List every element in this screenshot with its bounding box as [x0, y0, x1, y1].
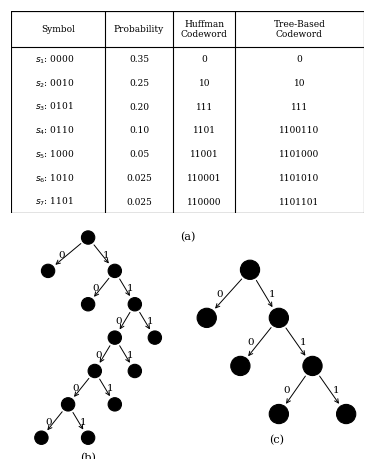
Circle shape [336, 404, 356, 424]
Text: $\hat{\mathit{s}}_{1}$: $\hat{\mathit{s}}_{1}$ [201, 310, 212, 326]
Text: $\mathit{s}_{1}$: 0000: $\mathit{s}_{1}$: 0000 [35, 53, 74, 66]
Text: $\mathit{s}_{2}$: $\mathit{s}_{2}$ [83, 299, 93, 310]
Text: Tree-Based
Codeword: Tree-Based Codeword [273, 20, 326, 39]
Text: 111: 111 [291, 102, 308, 112]
Circle shape [81, 231, 95, 245]
Text: 1: 1 [80, 417, 86, 425]
Text: 0: 0 [248, 338, 254, 347]
Circle shape [108, 265, 122, 278]
Circle shape [108, 331, 122, 345]
Text: 11001: 11001 [190, 150, 219, 159]
Circle shape [231, 357, 250, 376]
Text: 10: 10 [294, 79, 305, 88]
Text: 1: 1 [268, 290, 275, 299]
Text: 10: 10 [198, 79, 210, 88]
Text: 1: 1 [147, 317, 153, 326]
Text: 1: 1 [106, 383, 113, 392]
Text: 0: 0 [59, 250, 65, 259]
Circle shape [88, 364, 102, 378]
Text: 0: 0 [297, 55, 302, 64]
Circle shape [81, 298, 95, 311]
Text: $\mathit{s}_{5}$: 1000: $\mathit{s}_{5}$: 1000 [35, 148, 74, 161]
Text: 111: 111 [196, 102, 213, 112]
Text: $\mathit{s}_{1}$: $\mathit{s}_{1}$ [43, 265, 53, 277]
Text: $\mathit{s}_{7}$: $\mathit{s}_{7}$ [36, 432, 47, 444]
Text: 0.25: 0.25 [129, 79, 149, 88]
Text: 0.025: 0.025 [126, 197, 152, 206]
Circle shape [240, 261, 260, 280]
Text: $\mathit{s}_{4}$: $\mathit{s}_{4}$ [129, 365, 140, 377]
Text: 0: 0 [284, 386, 290, 395]
Text: 1100110: 1100110 [279, 126, 320, 135]
Text: 1: 1 [126, 350, 133, 359]
Text: 110000: 110000 [187, 197, 222, 206]
Circle shape [269, 404, 288, 424]
Text: $\hat{\mathit{s}}_{4}$: $\hat{\mathit{s}}_{4}$ [273, 406, 284, 422]
Text: 1101010: 1101010 [279, 174, 320, 182]
Circle shape [81, 431, 95, 444]
Circle shape [41, 265, 55, 278]
Text: $\mathit{s}_{6}$: 1010: $\mathit{s}_{6}$: 1010 [35, 172, 74, 184]
Text: 0.20: 0.20 [129, 102, 149, 112]
Text: 0: 0 [45, 417, 52, 425]
Circle shape [62, 398, 75, 411]
Text: (c): (c) [269, 434, 284, 445]
Text: Symbol: Symbol [41, 25, 75, 34]
Text: 0: 0 [92, 284, 99, 292]
Text: (b): (b) [80, 452, 96, 459]
Text: 1101000: 1101000 [279, 150, 320, 159]
Text: 0: 0 [116, 317, 122, 326]
Text: $\mathit{s}_{2}$: 0010: $\mathit{s}_{2}$: 0010 [35, 77, 74, 90]
Text: $\mathit{s}_{3}$: $\mathit{s}_{3}$ [149, 332, 160, 344]
Text: Huffman
Codeword: Huffman Codeword [181, 20, 228, 39]
Circle shape [269, 308, 288, 328]
Text: 0.10: 0.10 [129, 126, 149, 135]
Text: $\mathit{s}_{5}$: $\mathit{s}_{5}$ [110, 398, 120, 410]
Text: (a): (a) [180, 232, 195, 242]
Text: 0: 0 [201, 55, 207, 64]
Text: 1: 1 [103, 250, 110, 259]
Text: 1101101: 1101101 [279, 197, 320, 206]
Text: $\mathit{s}_{4}$: 0110: $\mathit{s}_{4}$: 0110 [35, 124, 74, 137]
Text: 0: 0 [72, 383, 79, 392]
Text: 0: 0 [96, 350, 102, 359]
Text: 1: 1 [333, 386, 340, 395]
Text: 0: 0 [216, 290, 223, 299]
Text: $\mathit{s}_{7}$: 1101: $\mathit{s}_{7}$: 1101 [35, 196, 74, 208]
Text: 0.05: 0.05 [129, 150, 149, 159]
Circle shape [108, 398, 122, 411]
Text: $\mathit{s}_{6}$: $\mathit{s}_{6}$ [82, 432, 94, 444]
Circle shape [35, 431, 48, 444]
Circle shape [148, 331, 162, 345]
Text: Probability: Probability [114, 25, 164, 34]
Circle shape [128, 298, 141, 311]
Circle shape [303, 357, 322, 376]
Circle shape [128, 364, 141, 378]
Circle shape [197, 308, 216, 328]
Text: $\hat{\mathit{s}}_{3}$: $\hat{\mathit{s}}_{3}$ [340, 406, 352, 422]
Text: 1101: 1101 [193, 126, 216, 135]
Text: 0.35: 0.35 [129, 55, 149, 64]
Text: 110001: 110001 [187, 174, 222, 182]
Text: 0.025: 0.025 [126, 174, 152, 182]
Text: $\hat{\mathit{s}}_{2}$: $\hat{\mathit{s}}_{2}$ [235, 358, 246, 374]
Text: 1: 1 [126, 284, 133, 292]
Text: 1: 1 [300, 338, 306, 347]
Text: $\mathit{s}_{3}$: 0101: $\mathit{s}_{3}$: 0101 [35, 101, 74, 113]
